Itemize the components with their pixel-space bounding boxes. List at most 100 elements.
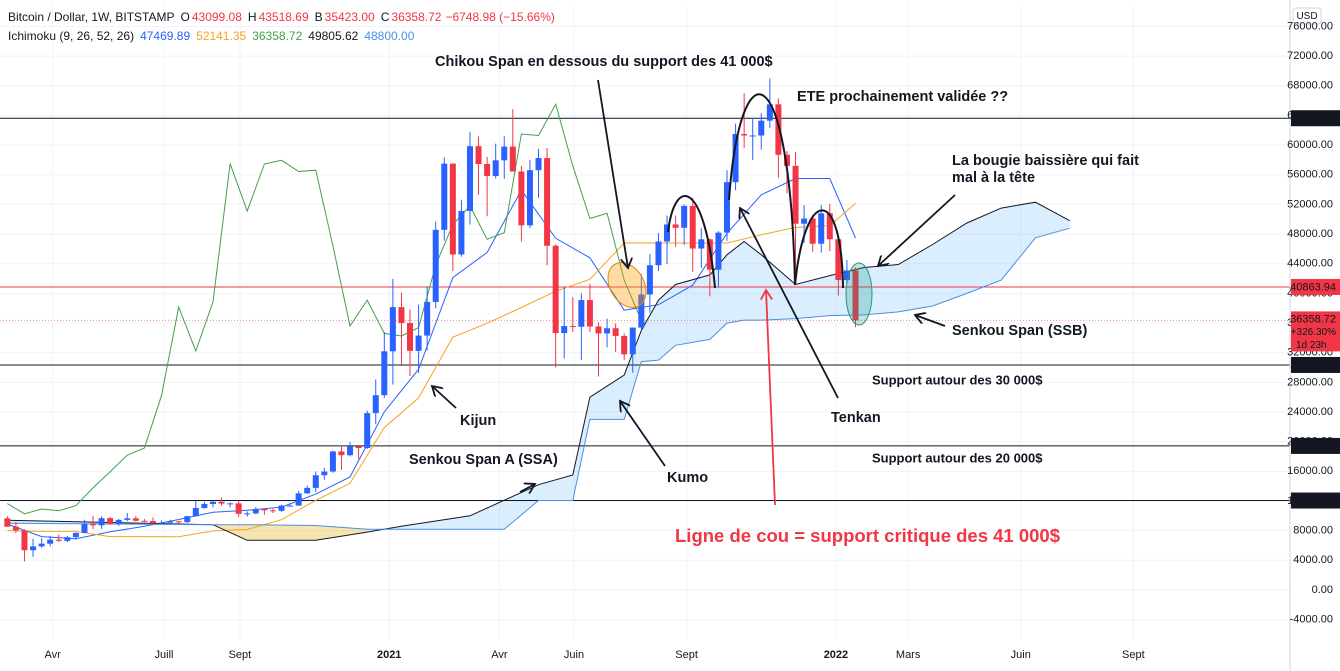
annotation: La bougie baissière qui fait [952,153,1139,169]
candle-body [664,224,671,242]
candle-body [235,503,242,514]
left-shoulder [667,195,716,289]
annotation: Senkou Span A (SSA) [409,452,558,468]
candle-body [90,524,97,526]
candle-body [424,301,431,336]
highlight-ellipse [845,262,873,326]
candle-body [30,546,37,551]
candle-body [381,351,388,396]
annotation: Support autour des 20 000$ [872,450,1043,465]
candle-body [329,451,336,472]
cloud-segment [898,244,933,312]
x-tick-label: Juill [155,649,174,661]
candle-body [269,510,276,512]
candle-body [47,539,54,544]
x-tick-label: Sept [1122,649,1145,661]
candle-body [569,326,576,328]
candle-body [389,307,396,352]
candle-body [184,516,191,523]
candle-body [732,134,739,183]
quote-value: 36358.72 [391,10,442,24]
candle-body [167,521,174,523]
candle-body [672,224,679,228]
candle-body [158,522,165,524]
y-tick-label: 4000.00 [1293,554,1333,566]
x-tick-label: Avr [491,649,508,661]
arrow [915,315,946,327]
right-shoulder [794,209,844,289]
candle-body [509,146,516,172]
annotation: Kumo [667,470,708,486]
indicator-line [7,227,1070,530]
symbol: Bitcoin / Dollar, 1W, BITSTAMP [8,10,175,24]
candle-body [852,270,859,321]
candle-body [364,413,371,448]
cloud-segment [864,264,899,315]
last-price: 36358.72 [1290,313,1336,325]
plot-area: Avr Juill Sept 2021 Avr Juin Sept 2022 Mars Juin S… [0,5,1290,661]
quote: O 43099.08 H 43518.69 B 35423.00 C 36358.72 [177,10,444,24]
candle-body [681,205,688,228]
quote-label: O [180,10,190,24]
indicator: Ichimoku (9, 26, 52, 26) [8,29,135,43]
annotation: Senkou Span (SSB) [952,323,1088,339]
candle-body [621,335,628,355]
level-label-bg [1291,356,1340,373]
candle-body [741,134,748,136]
candle-body [415,335,422,351]
indicator-value: 52141.35 [196,29,247,43]
indicator-line [7,201,1070,541]
currency-badge [1292,7,1322,25]
x-tick-label: Avr [44,649,61,661]
y-tick-label: 52000.00 [1287,198,1333,210]
level-label-bg [1291,492,1340,509]
candle-body [261,508,268,511]
level-label: 12060.48 [1290,495,1336,507]
x-tick-label: Sept [229,649,252,661]
candle-body [518,171,525,226]
candle-body [321,471,328,476]
head [728,93,796,286]
arrow [432,386,457,409]
candle-body [98,518,105,526]
candle-body [655,241,662,266]
candle-body [132,518,139,521]
candle-body [578,300,585,327]
x-tick-label: 2022 [824,649,848,661]
currency: USD [1296,11,1317,22]
y-tick-label: 28000.00 [1287,376,1333,388]
indicator-value: 47469.89 [140,29,191,43]
candle-body [526,170,533,226]
candle-body [612,328,619,336]
highlight-ellipse [607,262,647,308]
y-tick-label: 76000.00 [1287,20,1333,32]
change: −6748.98 (−15.66%) [445,10,555,24]
price-axis: USD -4000.000.004000.008000.0012000.0016… [1287,0,1340,671]
candle-body [64,537,71,541]
quote-value: 43518.69 [258,10,309,24]
level-label: 40863.94 [1290,281,1336,293]
candle-body [801,218,808,224]
candle-body [484,164,491,177]
level-label-bg [1291,278,1340,295]
annotations: Chikou Span en dessous du support des 41… [409,54,1139,546]
x-tick-label: Sept [675,649,698,661]
last-price-info: 1d 23h [1296,340,1327,351]
candle-body [826,213,833,240]
candle-body [552,245,559,334]
candle-body [372,395,379,414]
candle-body [501,146,508,161]
y-tick-label: 8000.00 [1293,525,1333,537]
candle-body [407,323,414,351]
cloud-segment [966,208,1002,294]
candle-body [278,505,285,511]
candle-body [535,158,542,171]
annotation: mal à la tête [952,170,1035,186]
candle-body [355,446,362,448]
candle-body [698,239,705,249]
candle-body [304,487,311,494]
annotation: Support autour des 30 000$ [872,372,1043,387]
candle-body [466,146,473,211]
candle-body [124,518,131,520]
